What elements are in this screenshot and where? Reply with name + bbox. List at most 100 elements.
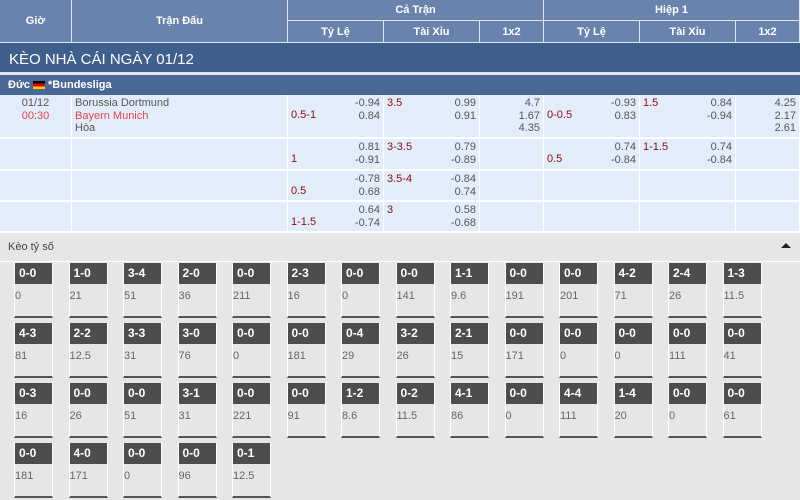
score-card[interactable]: 3-3 31 bbox=[123, 323, 162, 378]
score-card[interactable]: 4-3 81 bbox=[14, 323, 53, 378]
score-card[interactable]: 4-4 111 bbox=[559, 383, 598, 438]
score-card[interactable]: 1-2 8.6 bbox=[341, 383, 380, 438]
caret-up-icon[interactable] bbox=[781, 243, 791, 248]
score-card[interactable]: 0-3 16 bbox=[14, 383, 53, 438]
odds-value[interactable]: 0.68 bbox=[358, 185, 380, 198]
odds-value[interactable]: -0.84 bbox=[450, 173, 476, 185]
score-card[interactable]: 1-3 11.5 bbox=[722, 263, 762, 318]
score-card[interactable]: 1-0 21 bbox=[68, 263, 108, 318]
score-card[interactable]: 2-0 36 bbox=[177, 263, 217, 318]
odds-value[interactable]: -0.89 bbox=[450, 153, 476, 166]
score-card[interactable]: 0-0 0 bbox=[559, 323, 598, 378]
odds-value[interactable]: 0.81 bbox=[358, 141, 380, 153]
total-line[interactable]: 3.5 bbox=[387, 97, 403, 109]
score-card[interactable]: 3-4 51 bbox=[123, 263, 162, 318]
page-title: KÈO NHÀ CÁI NGÀY 01/12 bbox=[0, 43, 800, 74]
score-card[interactable]: 0-0 91 bbox=[286, 383, 326, 438]
odds-value[interactable]: -0.91 bbox=[354, 153, 380, 166]
total-line[interactable]: 3.5-4 bbox=[387, 173, 413, 185]
correct-score-bar[interactable]: Kèo tỷ số bbox=[0, 235, 800, 262]
score-card[interactable]: 0-0 51 bbox=[123, 383, 162, 438]
home-team[interactable]: Borussia Dortmund bbox=[75, 97, 170, 109]
score-label: 0-0 bbox=[233, 383, 270, 404]
score-card[interactable]: 3-2 26 bbox=[395, 323, 435, 378]
score-card[interactable]: 2-2 12.5 bbox=[68, 323, 108, 378]
odds-value[interactable]: 0.74 bbox=[710, 141, 732, 153]
total-line[interactable]: 3-3.5 bbox=[387, 141, 413, 153]
1x2-odds[interactable]: 2.61 bbox=[774, 122, 796, 134]
score-card[interactable]: 0-0 141 bbox=[395, 263, 435, 318]
odds-value[interactable]: 0.99 bbox=[454, 97, 476, 109]
score-card[interactable]: 0-0 0 bbox=[504, 383, 544, 438]
score-card[interactable]: 0-0 0 bbox=[613, 323, 653, 378]
handicap-line[interactable]: 0.5-1 bbox=[291, 109, 317, 121]
score-card[interactable]: 0-0 171 bbox=[504, 323, 544, 378]
odds-value[interactable]: -0.94 bbox=[354, 97, 380, 109]
odds-value[interactable]: -0.68 bbox=[450, 216, 476, 229]
score-card[interactable]: 0-0 61 bbox=[722, 383, 762, 438]
score-card[interactable]: 0-0 96 bbox=[177, 443, 217, 498]
score-card[interactable]: 0-0 181 bbox=[286, 323, 326, 378]
handicap-line[interactable]: 0.5 bbox=[547, 153, 563, 165]
1x2-odds[interactable]: 4.25 bbox=[774, 97, 796, 109]
score-card[interactable]: 2-3 16 bbox=[286, 263, 326, 318]
odds-value[interactable]: -0.94 bbox=[706, 109, 732, 122]
handicap-line[interactable]: 1 bbox=[291, 153, 298, 165]
handicap-line[interactable]: 0-0.5 bbox=[547, 109, 573, 121]
1x2-odds[interactable]: 2.17 bbox=[774, 109, 796, 122]
score-card[interactable]: 0-1 12.5 bbox=[232, 443, 271, 498]
odds-value[interactable]: 0.64 bbox=[358, 204, 380, 216]
score-card[interactable]: 0-0 41 bbox=[722, 323, 762, 378]
score-odds: 0 bbox=[505, 410, 512, 422]
score-card[interactable]: 0-0 181 bbox=[14, 443, 53, 498]
score-card[interactable]: 0-0 221 bbox=[232, 383, 271, 438]
odds-value[interactable]: -0.84 bbox=[706, 153, 732, 166]
score-card[interactable]: 0-0 0 bbox=[232, 323, 271, 378]
handicap-line[interactable]: 0.5 bbox=[291, 185, 307, 197]
score-card[interactable]: 1-1 9.6 bbox=[450, 263, 489, 318]
score-card[interactable]: 0-0 0 bbox=[14, 263, 53, 318]
score-label: 2-2 bbox=[69, 323, 107, 344]
total-line[interactable]: 1-1.5 bbox=[643, 141, 669, 153]
odds-value[interactable]: 0.58 bbox=[454, 204, 476, 216]
1x2-odds[interactable]: 1.67 bbox=[518, 109, 540, 122]
score-odds: 0 bbox=[560, 350, 567, 362]
score-card[interactable]: 3-0 76 bbox=[177, 323, 217, 378]
odds-value[interactable]: 0.79 bbox=[454, 141, 476, 153]
score-card[interactable]: 1-4 20 bbox=[613, 383, 653, 438]
score-card[interactable]: 3-1 31 bbox=[177, 383, 217, 438]
total-line[interactable]: 3 bbox=[387, 204, 394, 216]
odds-value[interactable]: 0.91 bbox=[454, 109, 476, 122]
league-header[interactable]: Đức *Bundesliga bbox=[0, 75, 800, 95]
score-card[interactable]: 0-2 11.5 bbox=[395, 383, 435, 438]
score-card[interactable]: 0-0 0 bbox=[341, 263, 380, 318]
score-card[interactable]: 0-4 29 bbox=[341, 323, 380, 378]
score-card[interactable]: 0-0 0 bbox=[123, 443, 162, 498]
score-card[interactable]: 2-1 15 bbox=[450, 323, 489, 378]
score-card[interactable]: 0-0 26 bbox=[68, 383, 108, 438]
score-card[interactable]: 4-0 171 bbox=[68, 443, 108, 498]
1x2-odds[interactable]: 4.7 bbox=[524, 97, 540, 109]
odds-value[interactable]: -0.84 bbox=[610, 153, 636, 166]
score-card[interactable]: 0-0 111 bbox=[668, 323, 707, 378]
odds-value[interactable]: 0.74 bbox=[454, 185, 476, 198]
odds-value[interactable]: -0.93 bbox=[610, 97, 636, 109]
handicap-line[interactable]: 1-1.5 bbox=[291, 216, 317, 228]
score-card[interactable]: 4-2 71 bbox=[613, 263, 653, 318]
odds-value[interactable]: -0.74 bbox=[354, 216, 380, 229]
score-card[interactable]: 0-0 201 bbox=[559, 263, 598, 318]
score-label: 0-0 bbox=[15, 443, 52, 464]
odds-value[interactable]: 0.84 bbox=[710, 97, 732, 109]
odds-value[interactable]: 0.84 bbox=[358, 109, 380, 122]
odds-value[interactable]: 0.74 bbox=[614, 141, 636, 153]
score-card[interactable]: 0-0 211 bbox=[232, 263, 271, 318]
score-card[interactable]: 0-0 0 bbox=[668, 383, 707, 438]
1x2-odds[interactable]: 4.35 bbox=[518, 122, 540, 134]
total-line[interactable]: 1.5 bbox=[643, 97, 659, 109]
odds-value[interactable]: -0.78 bbox=[354, 173, 380, 185]
odds-value[interactable]: 0.83 bbox=[614, 109, 636, 122]
away-team[interactable]: Bayern Munich bbox=[75, 109, 149, 122]
score-card[interactable]: 4-1 86 bbox=[450, 383, 489, 438]
score-card[interactable]: 0-0 191 bbox=[504, 263, 544, 318]
score-card[interactable]: 2-4 26 bbox=[668, 263, 707, 318]
